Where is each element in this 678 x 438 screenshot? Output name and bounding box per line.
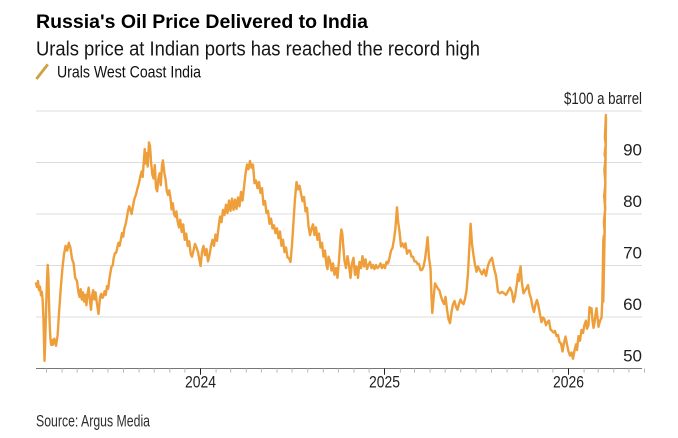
svg-text:90: 90 [623, 141, 642, 160]
svg-text:50: 50 [623, 347, 642, 366]
svg-text:70: 70 [623, 244, 642, 263]
svg-text:2026: 2026 [553, 374, 584, 392]
svg-text:Urals price at Indian ports ha: Urals price at Indian ports has reached … [36, 38, 480, 61]
svg-text:80: 80 [623, 192, 642, 211]
svg-text:Urals West Coast India: Urals West Coast India [57, 63, 202, 81]
svg-text:2024: 2024 [185, 374, 216, 392]
svg-text:$100 a barrel: $100 a barrel [564, 90, 642, 108]
svg-text:Russia's Oil Price Delivered t: Russia's Oil Price Delivered to India [36, 11, 368, 33]
svg-text:2025: 2025 [369, 374, 400, 392]
svg-text:Source: Argus Media: Source: Argus Media [36, 413, 150, 431]
svg-text:60: 60 [623, 295, 642, 314]
